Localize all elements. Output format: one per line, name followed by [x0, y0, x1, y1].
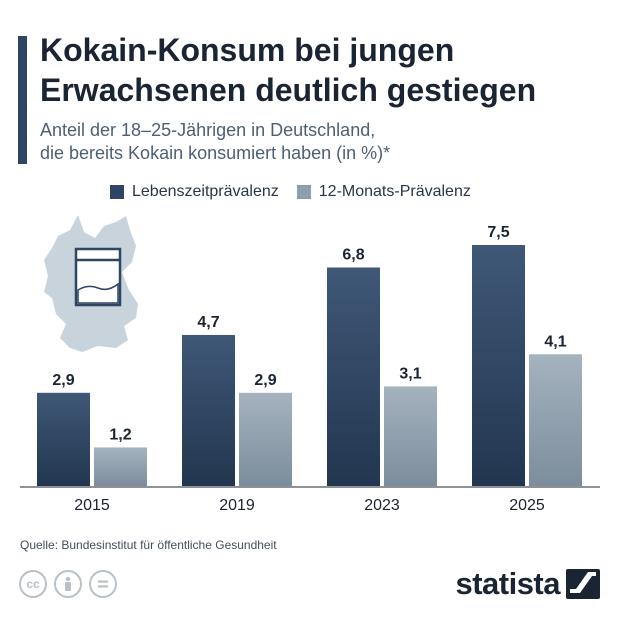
chart-title-line-1: Kokain-Konsum bei jungen — [40, 32, 455, 68]
value-label-12-months-2019: 2,9 — [254, 372, 276, 389]
no-derivatives-icon — [89, 570, 117, 598]
cc-icon: cc — [19, 570, 47, 598]
legend-item-lifetime: Lebenszeitprävalenz — [110, 183, 279, 201]
chart-subtitle: Anteil der 18–25-Jährigen in Deutschland… — [40, 119, 600, 165]
value-label-12-months-2023: 3,1 — [399, 365, 421, 382]
powder-bag-icon — [74, 247, 122, 307]
value-label-lifetime-2025: 7,5 — [487, 224, 509, 241]
x-tick-label-2023: 2023 — [364, 497, 400, 514]
value-label-lifetime-2023: 6,8 — [342, 246, 364, 263]
chart-subtitle-line-2: die bereits Kokain konsumiert haben (in … — [40, 143, 391, 163]
source-note: Quelle: Bundesinstitut für öffentliche G… — [20, 538, 277, 552]
statista-brand[interactable]: statista — [455, 566, 600, 602]
bar-12-months-2015 — [94, 447, 147, 486]
bar-lifetime-2023 — [327, 267, 380, 486]
x-tick-labels-group: 2015 2019 2023 2025 — [74, 497, 545, 514]
attribution-icon — [54, 570, 82, 598]
x-tick-label-2015: 2015 — [74, 497, 110, 514]
statista-wordmark: statista — [455, 566, 560, 601]
bars-group — [37, 245, 582, 486]
value-label-12-months-2015: 1,2 — [109, 426, 131, 443]
legend-swatch-lifetime — [110, 185, 124, 199]
bar-lifetime-2019 — [182, 334, 235, 486]
chart-title-line-2: Erwachsenen deutlich gestiegen — [40, 72, 537, 108]
bar-lifetime-2015 — [37, 392, 90, 486]
bar-lifetime-2025 — [472, 245, 525, 486]
legend-item-12-months: 12-Monats-Prävalenz — [296, 183, 471, 201]
bar-12-months-2025 — [529, 354, 582, 486]
statista-logo-icon — [566, 569, 600, 599]
chart-title: Kokain-Konsum bei jungen Erwachsenen deu… — [40, 30, 610, 110]
value-label-lifetime-2019: 4,7 — [197, 314, 219, 331]
chart-subtitle-line-1: Anteil der 18–25-Jährigen in Deutschland… — [40, 120, 376, 140]
x-tick-label-2019: 2019 — [219, 497, 255, 514]
legend-swatch-12-months — [296, 185, 311, 199]
value-label-12-months-2025: 4,1 — [544, 333, 566, 350]
legend-label-lifetime: Lebenszeitprävalenz — [132, 183, 279, 200]
value-label-lifetime-2015: 2,9 — [52, 372, 74, 389]
legend-label-12-months: 12-Monats-Prävalenz — [318, 183, 471, 200]
license-icons: cc — [19, 570, 124, 598]
bar-12-months-2023 — [384, 386, 437, 486]
bar-12-months-2019 — [239, 392, 292, 486]
value-labels-group: 2,9 1,2 4,7 2,9 6,8 3,1 7,5 4,1 — [52, 224, 566, 443]
title-accent-bar — [18, 36, 27, 164]
chart-legend: Lebenszeitprävalenz 12-Monats-Prävalenz — [110, 183, 489, 201]
x-tick-label-2025: 2025 — [509, 497, 545, 514]
